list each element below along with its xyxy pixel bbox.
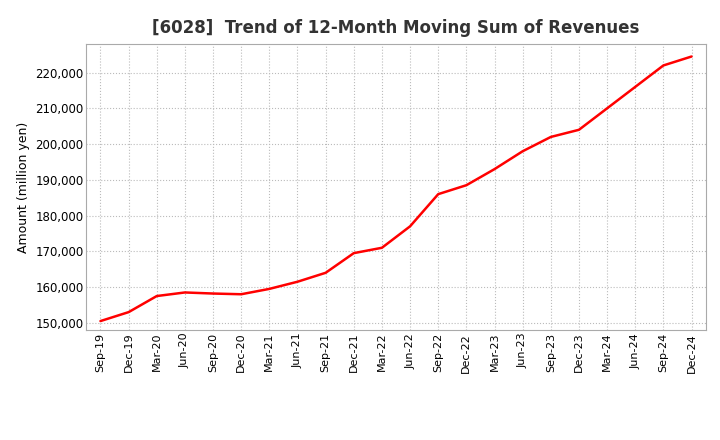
Y-axis label: Amount (million yen): Amount (million yen) <box>17 121 30 253</box>
Title: [6028]  Trend of 12-Month Moving Sum of Revenues: [6028] Trend of 12-Month Moving Sum of R… <box>153 19 639 37</box>
